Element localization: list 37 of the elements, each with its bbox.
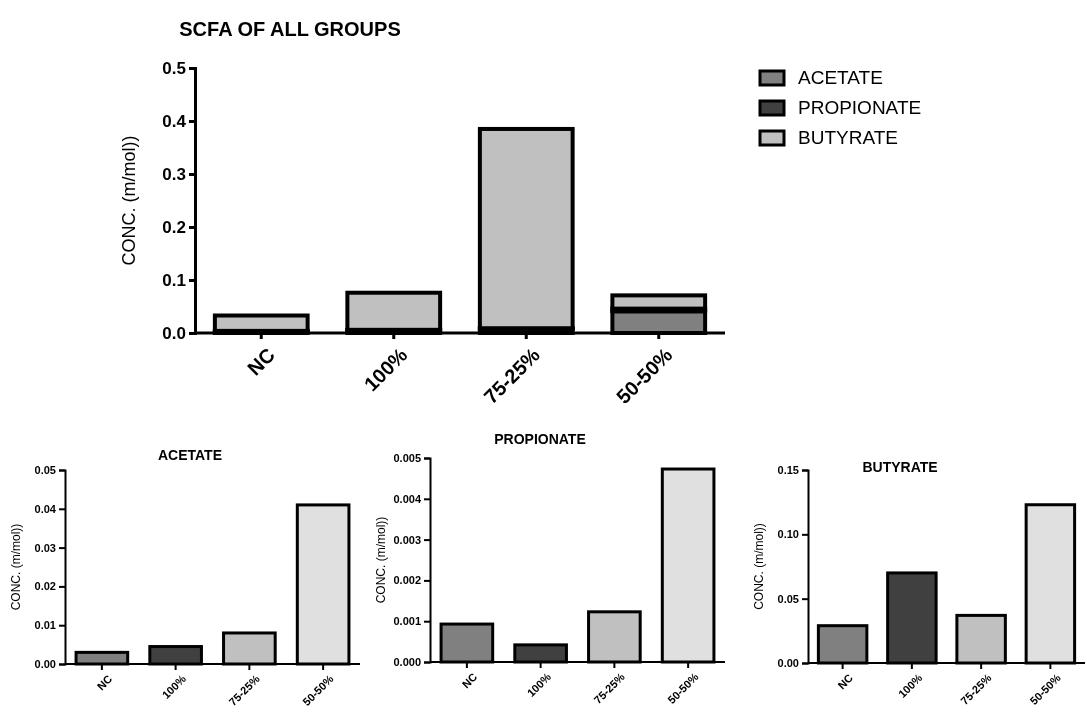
chart-title: ACETATE (157, 447, 223, 463)
y-tick-label: 0.02 (34, 580, 56, 593)
y-tick-label: 0.0 (162, 323, 186, 343)
y-tick-label: 0.10 (777, 528, 799, 541)
chart-title: PROPIONATE (494, 431, 586, 447)
y-tick-label: 0.00 (777, 657, 799, 670)
y-tick-label: 0.2 (162, 217, 186, 237)
y-tick-label: 0.00 (34, 658, 56, 671)
y-tick-label: 0.15 (777, 464, 799, 477)
y-tick-label: 0.04 (34, 502, 57, 515)
y-tick-label: 0.03 (34, 541, 56, 554)
chart-title: SCFA OF ALL GROUPS (179, 18, 401, 40)
y-tick-label: 0.000 (393, 656, 421, 669)
legend-label: BUTYRATE (798, 127, 898, 148)
y-tick-label: 0.3 (162, 164, 186, 184)
y-tick-label: 0.002 (393, 574, 421, 587)
x-tick-label: NC (242, 343, 279, 380)
y-tick-label: 0.001 (393, 615, 421, 628)
y-axis-title: CONC. (m/mol)) (374, 516, 388, 604)
legend-label: PROPIONATE (798, 97, 922, 118)
y-tick-label: 0.003 (393, 533, 421, 546)
chart-title: BUTYRATE (862, 459, 938, 475)
legend-label: ACETATE (798, 67, 883, 88)
y-tick-label: 0.1 (162, 270, 186, 290)
x-tick-label: NC (459, 670, 480, 691)
y-tick-label: 0.05 (777, 592, 799, 605)
y-axis-title: CONC. (m/mol)) (9, 523, 23, 611)
y-axis-title: CONC. (m/mol)) (752, 523, 766, 610)
x-tick-label: NC (835, 671, 856, 692)
y-tick-label: 0.4 (162, 111, 187, 131)
y-tick-label: 0.5 (162, 58, 186, 78)
x-tick-label: NC (94, 672, 115, 693)
y-axis-title: CONC. (m/mol)) (119, 135, 139, 266)
y-tick-label: 0.005 (393, 452, 421, 465)
y-tick-label: 0.05 (34, 464, 56, 477)
y-tick-label: 0.004 (393, 492, 422, 505)
y-tick-label: 0.01 (34, 619, 56, 632)
